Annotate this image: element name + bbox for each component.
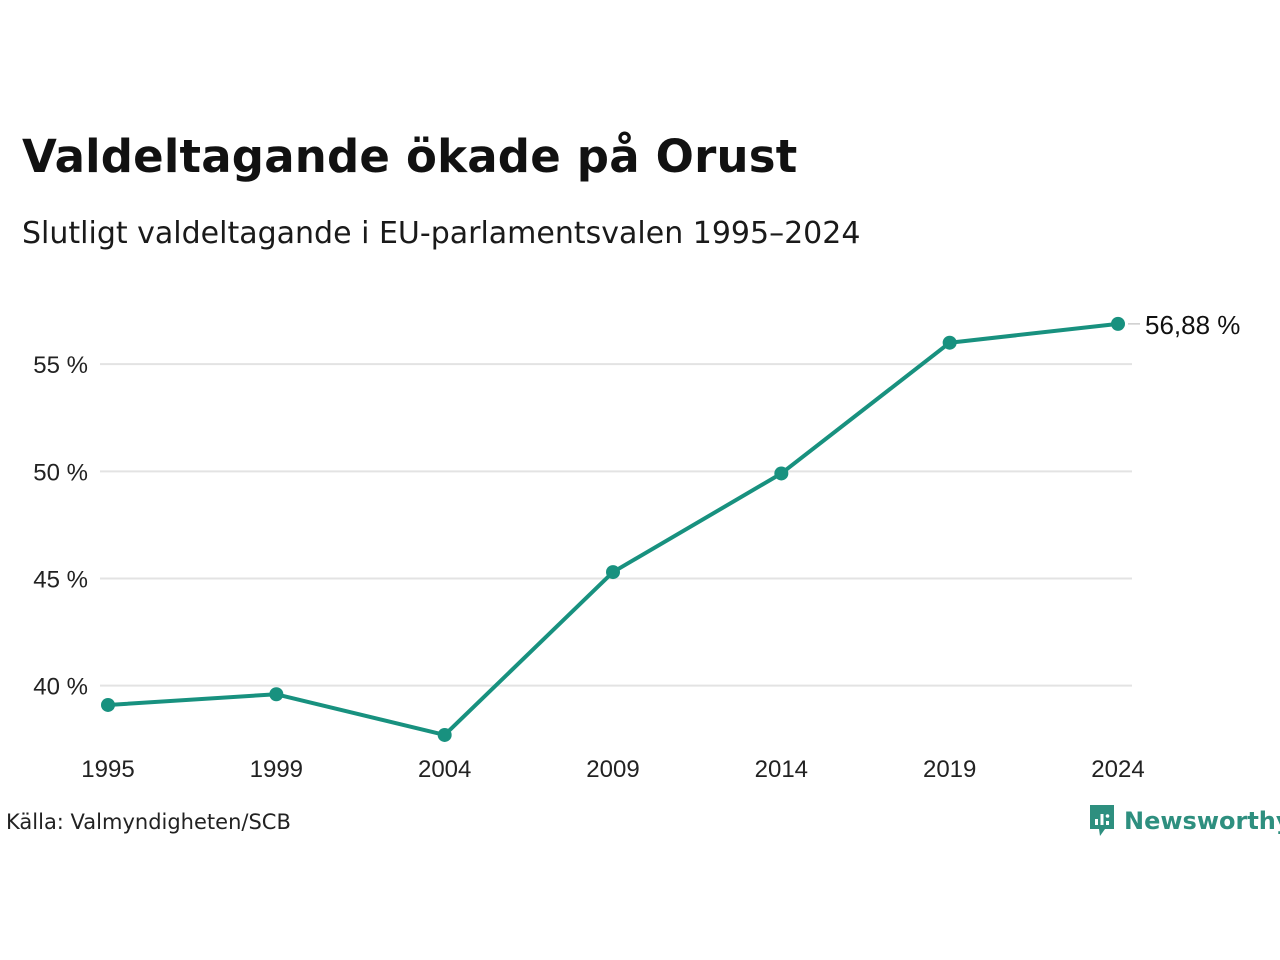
series-line [106,321,1120,737]
x-tick-label: 1995 [81,756,134,783]
x-tick-label: 2019 [923,756,976,783]
data-point [1111,316,1125,331]
y-tick-label: 50 % [33,459,88,486]
data-point [606,565,620,580]
end-label-layer: 56,88 % [1128,310,1240,340]
chart-title: Valdeltagande ökade på Orust [22,130,798,183]
data-point [101,697,115,712]
x-tick-label: 2024 [1091,756,1144,783]
x-axis-ticks: 1995 1999 2004 2009 2014 2019 2024 [81,756,1144,783]
grid-lines [100,363,1132,687]
data-point [942,335,957,350]
x-tick-label: 2014 [755,756,808,783]
series-layer [101,316,1125,742]
x-tick-label: 2009 [586,756,639,783]
y-tick-label: 45 % [33,567,88,594]
data-point [437,727,452,742]
x-tick-label: 1999 [250,756,303,783]
y-tick-label: 55 % [33,352,88,379]
x-tick-label: 2004 [418,756,471,783]
chart-subtitle: Slutligt valdeltagande i EU-parlamentsva… [22,216,861,251]
source-note: Källa: Valmyndigheten/SCB [6,810,291,834]
y-axis-ticks: 40 % 45 % 50 % 55 % [33,352,88,701]
data-point [269,687,284,702]
brand-logo: Newsworthy [1088,803,1280,839]
brand-name: Newsworthy [1124,807,1280,835]
end-value-label: 56,88 % [1145,310,1240,340]
newsworthy-logo-icon [1090,805,1114,836]
y-tick-label: 40 % [33,674,88,701]
data-point [774,466,789,481]
